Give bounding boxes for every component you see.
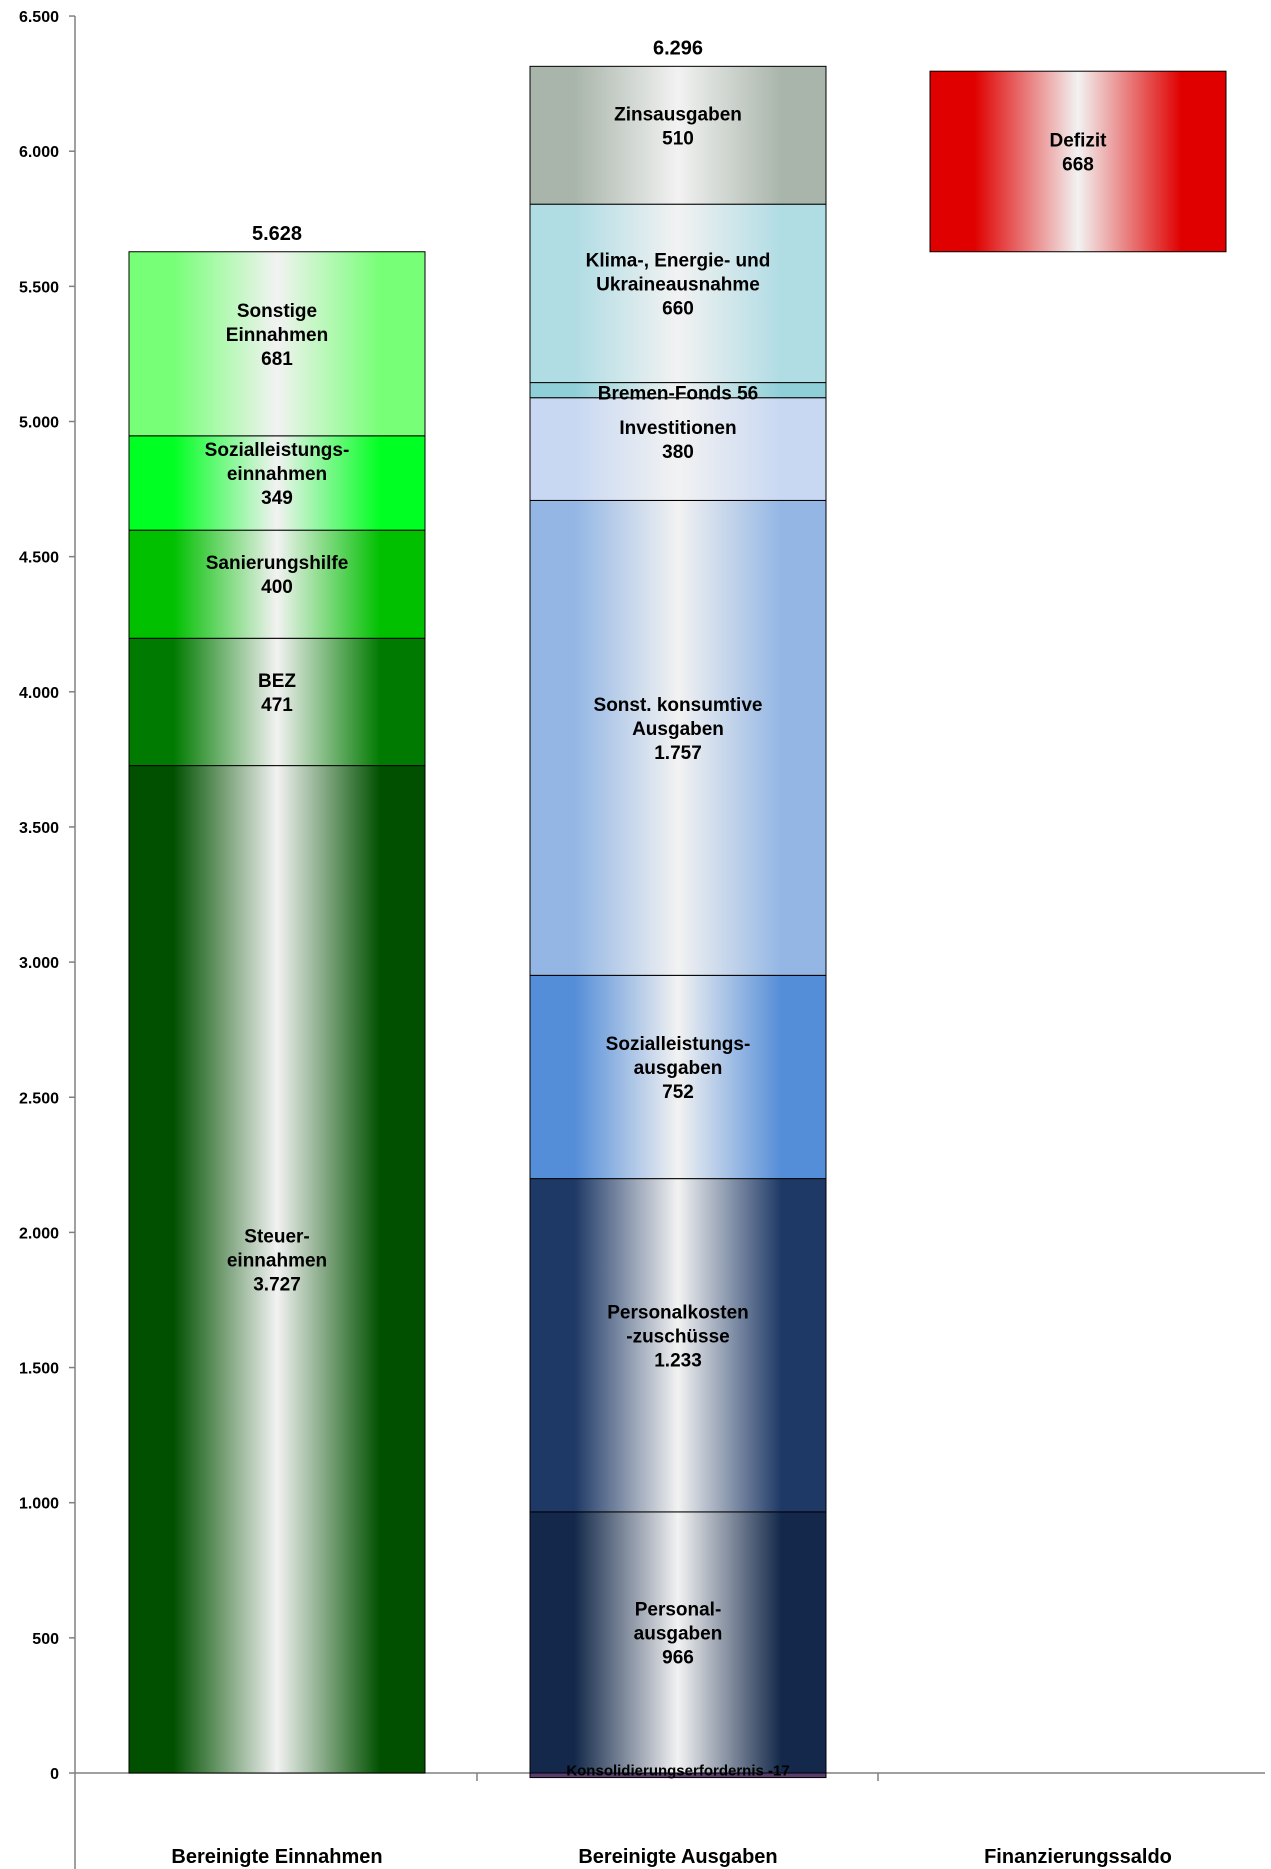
x-category-label: Bereinigte Einnahmen xyxy=(171,1846,382,1868)
y-tick-label: 5.000 xyxy=(19,415,59,432)
bar-segment-sanierungshilfe xyxy=(128,529,426,639)
segment-label-sozialleistungs: Sozialleistungs-ausgaben 752 xyxy=(606,1034,751,1103)
segment-label-klima-energie-und: Klima-, Energie- und Ukraineausnahme 660 xyxy=(586,250,771,319)
y-tick-label: 3.000 xyxy=(19,955,59,972)
bar-segment-personal xyxy=(529,1511,827,1774)
segment-label-konsolidierungserfordernis: Konsolidierungserfordernis -17 xyxy=(566,1763,789,1780)
segment-label-sonst-konsumtive: Sonst. konsumtive Ausgaben 1.757 xyxy=(594,695,763,764)
y-tick-label: 2.000 xyxy=(19,1225,59,1242)
y-tick-label: 2.500 xyxy=(19,1090,59,1107)
bar-segment-steuer xyxy=(128,765,426,1774)
segment-label-bremen-fonds-56: Bremen-Fonds 56 xyxy=(598,384,758,405)
bar-segment-sozialleistungs xyxy=(529,974,827,1180)
bar-segment-investitionen xyxy=(529,397,827,501)
bar-segment-personalkosten xyxy=(529,1178,827,1513)
y-tick-label: 0 xyxy=(50,1766,59,1783)
segment-label-defizit: Defizit 668 xyxy=(1050,130,1108,175)
y-tick-label: 4.000 xyxy=(19,685,59,702)
y-tick-label: 5.500 xyxy=(19,279,59,296)
axes: 6.500 6.000 5.500 5.000 4.500 4.000 3.500 3.000… xyxy=(19,9,1265,1869)
x-category-label: Bereinigte Ausgaben xyxy=(578,1846,777,1868)
y-tick-label: 1.000 xyxy=(19,1496,59,1513)
y-tick-label: 1.500 xyxy=(19,1361,59,1378)
bar-total-label: 6.296 xyxy=(653,37,703,59)
y-tick-label: 6.500 xyxy=(19,9,59,26)
y-tick-label: 3.500 xyxy=(19,820,59,837)
x-category-label: Finanzierungssaldo xyxy=(984,1846,1172,1868)
y-tick-label: 6.000 xyxy=(19,144,59,161)
bar-segment-defizit xyxy=(929,70,1227,253)
y-tick-label: 500 xyxy=(32,1631,59,1648)
bar-segment-bez xyxy=(128,637,426,767)
segment-label-sozialleistungs: Sozialleistungs-einnahmen 349 xyxy=(205,440,350,509)
segment-label-sonstige: Sonstige Einnahmen 681 xyxy=(226,301,328,370)
segment-label-bez: BEZ 471 xyxy=(258,671,296,716)
segment-label-investitionen: Investitionen 380 xyxy=(619,418,736,463)
bar-segment-sonstige xyxy=(128,251,426,437)
bar-total-label: 5.628 xyxy=(252,223,302,245)
segment-label-steuer: Steuer-einnahmen 3.727 xyxy=(227,1226,327,1295)
y-tick-label: 4.500 xyxy=(19,550,59,567)
bar-segment-sozialleistungs xyxy=(128,435,426,531)
segment-label-personalkosten: Personalkosten -zuschüsse 1.233 xyxy=(607,1302,749,1371)
bars xyxy=(128,65,1227,1779)
labels: Steuer-einnahmen 3.727 BEZ 471 Sanierungshil… xyxy=(171,37,1171,1868)
bar-segment-sonst-konsumtive xyxy=(529,499,827,976)
segment-label-sanierungshilfe: Sanierungshilfe 400 xyxy=(206,553,349,598)
segment-label-personal: Personal-ausgaben 966 xyxy=(634,1599,723,1668)
bar-segment-klima-energie-und xyxy=(529,203,827,384)
segment-label-zinsausgaben: Zinsausgaben 510 xyxy=(614,104,742,149)
bar-segment-zinsausgaben xyxy=(529,65,827,205)
